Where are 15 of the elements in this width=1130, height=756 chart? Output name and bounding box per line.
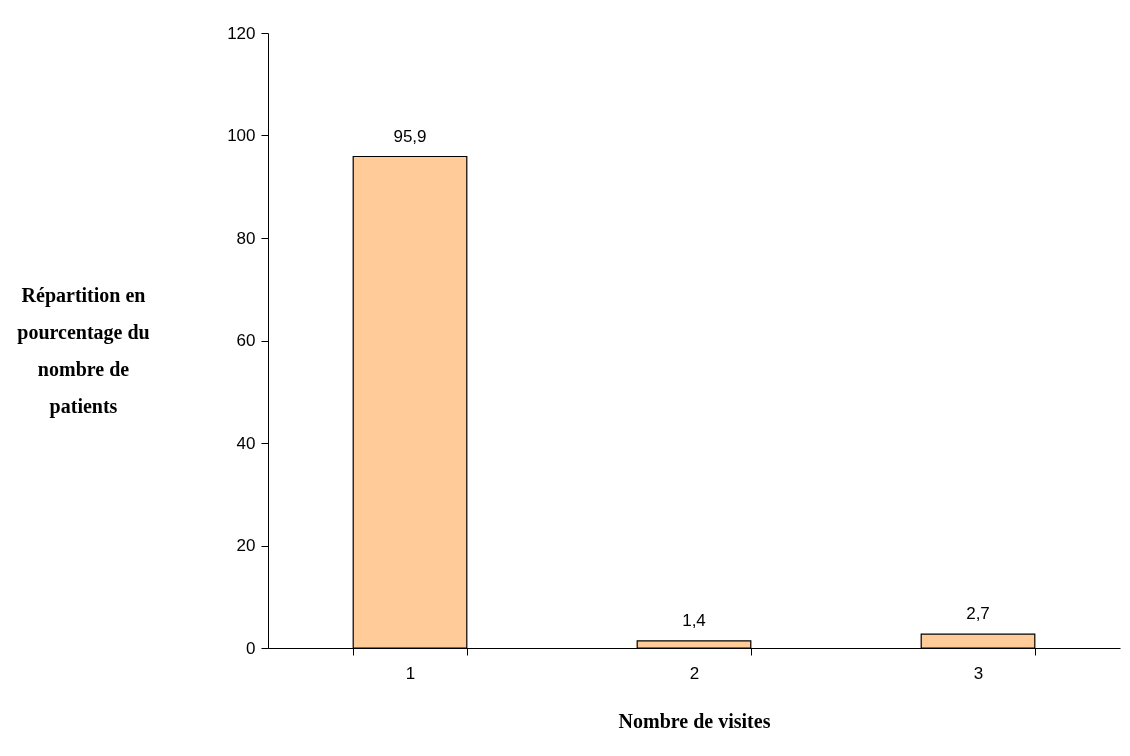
x-tick-label: 3 [973, 663, 984, 683]
data-label: 2,7 [966, 604, 990, 624]
x-tick-label: 2 [689, 663, 700, 683]
x-axis-title: Nombre de visites [618, 709, 771, 732]
x-tick-label: 1 [405, 663, 416, 683]
y-axis-title: Répartition en pourcentage du nombre de patients [17, 283, 150, 418]
y-tick-label: 100 [227, 126, 256, 145]
y-tick-label: 0 [246, 638, 256, 658]
y-tick-label: 40 [236, 433, 256, 453]
data-label: 1,4 [682, 610, 706, 630]
y-tick-label: 60 [236, 331, 256, 350]
data-label: 95,9 [393, 126, 427, 146]
y-tick-label: 80 [236, 228, 256, 248]
y-tick-label: 20 [236, 536, 256, 555]
y-tick-label: 120 [227, 23, 256, 43]
